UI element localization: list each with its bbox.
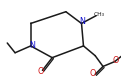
Text: O: O [37, 67, 44, 76]
Text: CH₃: CH₃ [94, 12, 105, 17]
Text: O: O [90, 69, 96, 78]
Text: N: N [79, 17, 85, 26]
Text: N: N [29, 41, 35, 50]
Text: O: O [112, 56, 118, 65]
